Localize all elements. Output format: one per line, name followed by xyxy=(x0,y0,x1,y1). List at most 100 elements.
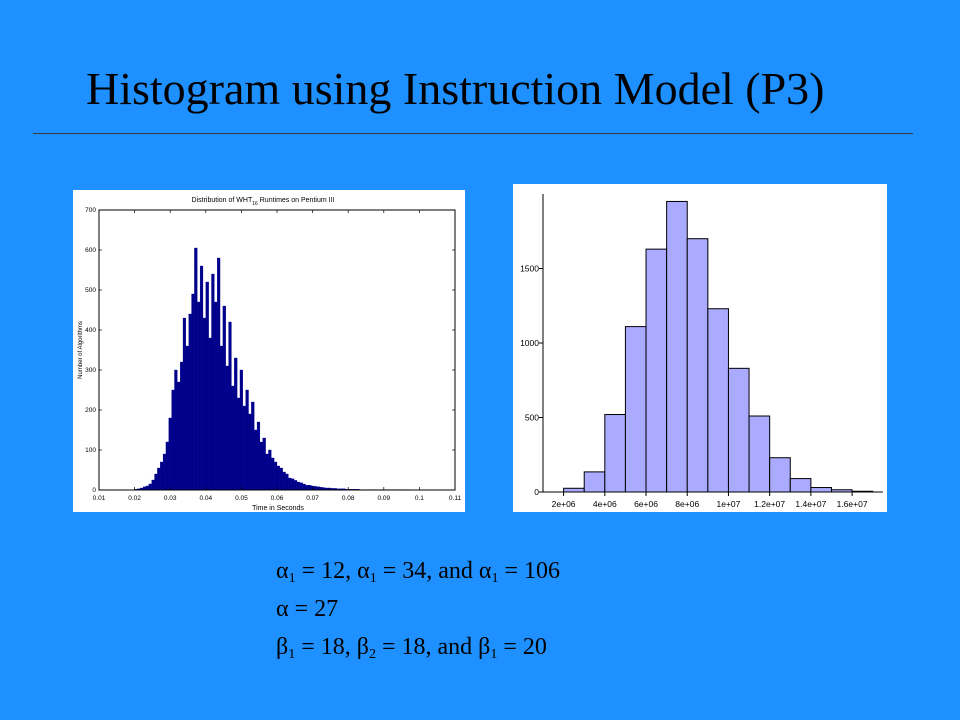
left-histogram-bar xyxy=(271,457,275,491)
left-x-tick-label: 0.05 xyxy=(235,495,248,502)
left-histogram-bar xyxy=(299,482,303,491)
left-histogram-bar xyxy=(219,345,224,491)
left-histogram-bar xyxy=(242,405,246,491)
left-histogram-bar xyxy=(148,483,152,491)
left-histogram-bar xyxy=(268,449,272,491)
caption-line-alpha-values: α1 = 12, α1 = 34, and α1 = 106 xyxy=(276,558,561,586)
left-histogram-bar xyxy=(182,317,187,491)
right-histogram-bar xyxy=(686,238,709,493)
left-x-tick-label: 0.01 xyxy=(93,495,106,502)
left-histogram-bar xyxy=(191,293,195,491)
left-y-tick-label: 300 xyxy=(85,367,96,374)
left-histogram-bar xyxy=(202,317,206,491)
left-histogram-bar xyxy=(151,479,155,491)
right-histogram-bar xyxy=(604,414,626,493)
left-histogram-bar xyxy=(194,247,198,491)
right-histogram-bar xyxy=(563,487,585,493)
left-x-tick-label: 0.08 xyxy=(342,495,355,502)
left-histogram-bar xyxy=(251,401,255,491)
left-histogram-bar xyxy=(245,389,249,491)
left-histogram-bar xyxy=(208,337,212,491)
left-histogram-bar xyxy=(214,301,218,491)
left-histogram-bar xyxy=(285,473,289,491)
right-x-tick-label: 1.6e+07 xyxy=(837,499,868,509)
left-histogram-bar xyxy=(228,321,232,491)
right-y-tick-label: 500 xyxy=(525,413,539,423)
left-y-tick-label: 0 xyxy=(92,487,96,494)
left-x-axis-label: Time in Seconds xyxy=(252,505,304,512)
right-histogram-bar xyxy=(624,326,647,493)
left-histogram-panel: 0.01 0.02 0.03 0.04 0.05 0.06 0.07 0.08 0.09 0.1 0… xyxy=(73,190,465,512)
left-histogram-bar xyxy=(211,273,215,491)
left-histogram-bar xyxy=(154,473,158,491)
left-histogram-bar xyxy=(188,313,192,491)
left-histogram-bar xyxy=(288,477,292,491)
left-histogram-bar xyxy=(305,485,309,491)
right-histogram-bar xyxy=(748,415,771,493)
left-histogram-bar xyxy=(296,481,300,491)
right-x-tick-label: 8e+06 xyxy=(675,499,699,509)
right-x-tick-label: 2e+06 xyxy=(552,499,576,509)
left-histogram-bar xyxy=(282,471,286,491)
right-y-tick-label: 1000 xyxy=(520,338,539,348)
left-histogram-bar xyxy=(234,357,238,491)
right-x-tick-label: 1.4e+07 xyxy=(795,499,826,509)
right-x-tick-label: 1e+07 xyxy=(717,499,741,509)
left-histogram-bar xyxy=(291,478,295,491)
left-histogram-bar xyxy=(236,397,241,491)
left-histogram-bar xyxy=(222,305,226,491)
left-x-tick-label: 0.1 xyxy=(415,495,424,502)
left-plot-frame xyxy=(98,209,456,491)
left-histogram-bar xyxy=(145,485,149,491)
right-histogram-bar xyxy=(810,487,832,493)
left-histogram-bar xyxy=(302,483,306,491)
left-x-tick-label: 0.04 xyxy=(199,495,212,502)
right-x-tick-label: 4e+06 xyxy=(593,499,617,509)
left-histogram-bar xyxy=(157,467,161,491)
left-y-tick-label: 700 xyxy=(85,207,96,214)
left-histogram-bar xyxy=(265,453,269,491)
caption-line-beta-values: β1 = 18, β2 = 18, and β1 = 20 xyxy=(276,634,547,662)
left-histogram-bar xyxy=(162,453,167,491)
left-histogram-bar xyxy=(168,417,172,491)
left-y-tick-label: 500 xyxy=(85,287,96,294)
left-x-tick-label: 0.07 xyxy=(306,495,319,502)
right-histogram-bar xyxy=(583,471,606,493)
left-histogram-bar xyxy=(160,461,164,491)
right-histogram-bar xyxy=(645,248,668,493)
left-histogram-bar xyxy=(313,486,318,491)
right-y-tick-label: 1500 xyxy=(520,264,539,274)
left-histogram-bar xyxy=(293,480,298,491)
left-x-tick-label: 0.03 xyxy=(164,495,177,502)
caption-line-alpha: α = 27 xyxy=(276,596,339,622)
right-x-tick-label: 1.2e+07 xyxy=(754,499,785,509)
left-histogram-bar xyxy=(174,369,178,491)
left-x-tick-label: 0.11 xyxy=(449,495,462,502)
slide-title: Histogram using Instruction Model (P3) xyxy=(86,63,825,114)
left-histogram-bar xyxy=(274,461,278,491)
left-histogram-bar xyxy=(180,361,184,491)
left-chart-title: Distribution of WHT16 Runtimes on Pentiu… xyxy=(192,197,335,207)
left-histogram-bar xyxy=(217,257,221,491)
left-histogram-bar xyxy=(254,429,258,491)
left-histogram-bar xyxy=(165,441,169,491)
left-histogram-bar xyxy=(177,381,181,491)
left-histogram-bar xyxy=(197,301,201,491)
left-histogram-bar xyxy=(308,485,312,491)
right-histogram-bar xyxy=(769,457,791,493)
left-histogram-bar xyxy=(259,441,263,491)
left-histogram-bar xyxy=(276,465,280,491)
left-histogram-bar xyxy=(231,385,235,491)
title-divider xyxy=(33,133,913,134)
left-y-tick-label: 600 xyxy=(85,247,96,254)
left-histogram-bar xyxy=(248,413,252,491)
left-histogram-bar xyxy=(185,345,189,491)
left-histogram-bar xyxy=(225,365,229,491)
left-histogram-bar xyxy=(256,421,261,491)
right-histogram-bar xyxy=(666,200,688,493)
right-x-tick-label: 6e+06 xyxy=(634,499,658,509)
left-histogram-bar xyxy=(171,389,175,491)
caption: α1 = 12, α1 = 34, and α1 = 106 α = 27 β1… xyxy=(276,552,560,666)
left-x-tick-label: 0.06 xyxy=(271,495,284,502)
right-histogram-bar xyxy=(727,367,750,493)
